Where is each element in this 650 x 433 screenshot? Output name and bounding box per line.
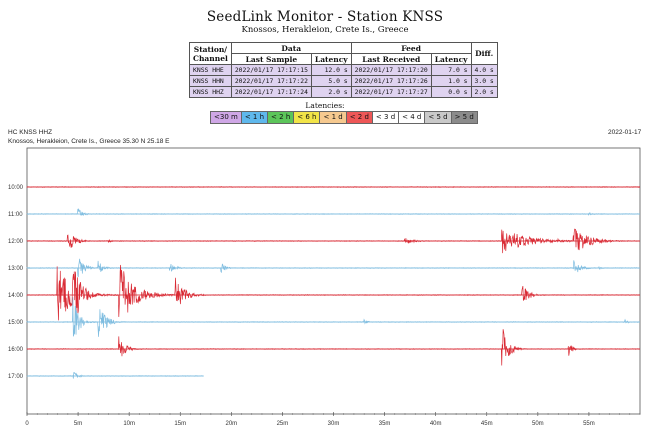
table-row: KNSS HHE 2022/01/17 17:17:15 12.0 s 2022…	[189, 64, 498, 76]
minute-label: 5m	[74, 421, 82, 427]
diff-cell: 4.0 s	[470, 64, 498, 76]
table-row: KNSS HHN 2022/01/17 17:17:22 5.0 s 2022/…	[189, 75, 498, 87]
col-station-label: Station/	[193, 44, 228, 54]
channel-cell: KNSS HHN	[189, 75, 232, 87]
latency-legend: <30 m < 1 h < 2 h < 6 h < 1 d < 2 d < 3 d < 4 d…	[210, 111, 478, 124]
minute-label: 25m	[277, 421, 289, 427]
latency-cell: 5.0 s	[310, 75, 352, 87]
minute-label: 30m	[328, 421, 340, 427]
last-received-cell: 2022/01/17 17:17:20	[350, 64, 432, 76]
latency-legend-item: < 3 d	[372, 112, 400, 123]
latency-legend-item: < 2 d	[346, 112, 373, 123]
plot-frame	[26, 147, 641, 415]
hour-label: 12:00	[8, 239, 24, 245]
trace-line	[26, 208, 640, 216]
hour-label: 15:00	[8, 320, 24, 326]
page-title: SeedLink Monitor - Station KNSS	[206, 9, 444, 25]
hour-label: 13:00	[8, 266, 24, 272]
diff-cell: 2.0 s	[470, 86, 498, 98]
trace-line	[26, 264, 640, 321]
last-received-cell: 2022/01/17 17:17:26	[350, 75, 432, 87]
minute-label: 20m	[225, 421, 237, 427]
latency-legend-item: < 2 h	[268, 112, 295, 123]
col-feed: Feed	[350, 42, 472, 54]
last-sample-cell: 2022/01/17 17:17:24	[230, 86, 312, 98]
feed-latency-cell: 1.0 s	[430, 75, 472, 87]
latency-legend-item: < 5 d	[425, 112, 452, 123]
hour-label: 17:00	[8, 374, 24, 380]
minute-label: 40m	[430, 421, 442, 427]
col-data-latency: Latency	[310, 53, 352, 65]
plot-location: Knossos, Herakleion, Crete Is., Greece 3…	[8, 138, 170, 145]
col-data: Data	[230, 42, 352, 54]
status-table: Station/Channel Data Feed Diff. Last Sam…	[189, 42, 498, 98]
hour-label: 14:00	[8, 293, 24, 299]
latency-legend-item: > 5 d	[451, 112, 477, 123]
last-sample-cell: 2022/01/17 17:17:15	[230, 64, 312, 76]
minute-label: 10m	[123, 421, 135, 427]
feed-latency-cell: 0.0 s	[430, 86, 472, 98]
col-feed-latency: Latency	[430, 53, 472, 65]
helicorder-plot: 10:00 11:00 12:00 13:00 14:00 15:00 16:00 17:00…	[8, 147, 641, 427]
diff-cell: 3.0 s	[470, 75, 498, 87]
hour-label: 11:00	[8, 212, 23, 218]
col-last-received: Last Received	[350, 53, 432, 65]
latency-legend-item: <30 m	[211, 112, 242, 123]
hour-label: 16:00	[8, 347, 24, 353]
minute-label: 45m	[481, 421, 493, 427]
latency-legend-item: < 6 h	[294, 112, 321, 123]
col-diff: Diff.	[470, 42, 498, 65]
col-last-sample: Last Sample	[230, 53, 312, 65]
minute-label: 35m	[379, 421, 391, 427]
trace-line	[26, 329, 641, 366]
minute-label: 55m	[583, 421, 595, 427]
col-channel-label: Channel	[193, 53, 228, 63]
plot-channel: HC KNSS HHZ	[8, 129, 53, 136]
latency-cell: 2.0 s	[310, 86, 352, 98]
latency-cell: 12.0 s	[310, 64, 352, 76]
last-received-cell: 2022/01/17 17:17:27	[350, 86, 432, 98]
latency-legend-item: < 1 h	[241, 112, 269, 123]
last-sample-cell: 2022/01/17 17:17:22	[230, 75, 312, 87]
minute-label: 0	[25, 421, 29, 427]
col-station-channel: Station/Channel	[189, 42, 232, 65]
latencies-title: Latencies:	[305, 101, 345, 110]
station-location: Knossos, Herakleion, Crete Is., Greece	[241, 25, 409, 35]
plot-date: 2022-01-17	[608, 129, 642, 136]
hour-label: 10:00	[8, 185, 24, 191]
minute-label: 15m	[174, 421, 186, 427]
trace-line	[26, 297, 641, 337]
channel-cell: KNSS HHE	[189, 64, 232, 76]
channel-cell: KNSS HHZ	[189, 86, 232, 98]
latency-legend-item: < 1 d	[320, 112, 347, 123]
table-row: KNSS HHZ 2022/01/17 17:17:24 2.0 s 2022/…	[189, 86, 498, 98]
latency-legend-item: < 4 d	[399, 112, 426, 123]
minute-label: 50m	[532, 421, 544, 427]
feed-latency-cell: 7.0 s	[430, 64, 472, 76]
